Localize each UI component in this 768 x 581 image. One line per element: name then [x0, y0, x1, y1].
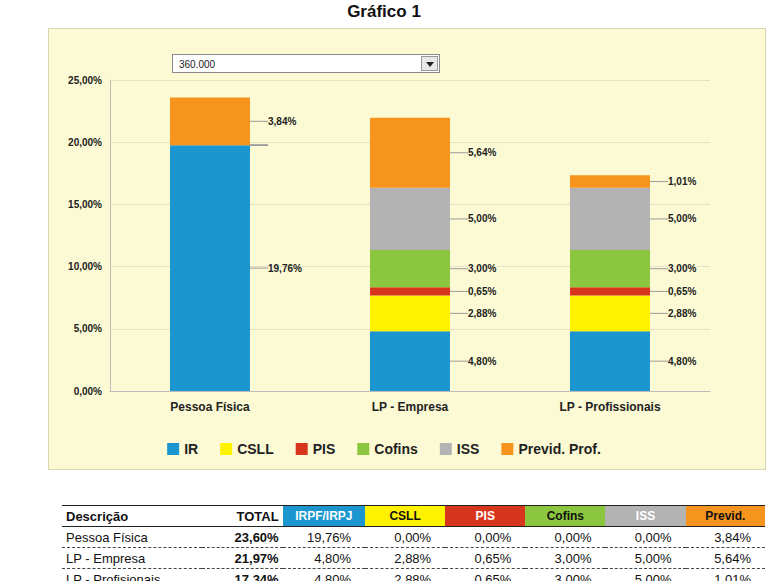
- svg-text:0,00%: 0,00%: [74, 386, 102, 397]
- svg-text:3,00%: 3,00%: [668, 263, 696, 274]
- html-text:ISS: ISS: [635, 509, 656, 523]
- svg-text:3,00%: 3,00%: [468, 263, 496, 274]
- svg-text:Pessoa Física: Pessoa Física: [170, 400, 250, 414]
- svg-text:4,80%: 4,80%: [468, 356, 496, 367]
- svg-text:20,00%: 20,00%: [68, 137, 102, 148]
- svg-text:IR: IR: [184, 441, 198, 457]
- html-text:0,00%: 0,00%: [634, 529, 672, 545]
- html-text:360.000: 360.000: [179, 59, 216, 70]
- svg-text:10,00%: 10,00%: [68, 261, 102, 272]
- svg-text:3,84%: 3,84%: [268, 116, 296, 127]
- svg-text:Cofins: Cofins: [374, 441, 418, 457]
- html-text:Gráfico 1: Gráfico 1: [347, 2, 421, 21]
- html-text:0,00%: 0,00%: [394, 529, 432, 545]
- html-text:19,76%: 19,76%: [306, 529, 351, 545]
- html-text:21,97%: 21,97%: [234, 550, 279, 566]
- html-text:IRPF/IRPJ: IRPF/IRPJ: [295, 509, 353, 523]
- html-text:0,00%: 0,00%: [554, 529, 592, 545]
- html-text:TOTAL: TOTAL: [236, 508, 279, 524]
- html-text:Previd.: Previd.: [705, 509, 746, 523]
- svg-text:1,01%: 1,01%: [668, 176, 696, 187]
- html-text:CSLL: CSLL: [389, 509, 421, 523]
- svg-text:5,00%: 5,00%: [668, 213, 696, 224]
- svg-text:0,65%: 0,65%: [668, 286, 696, 297]
- svg-text:2,88%: 2,88%: [668, 308, 696, 319]
- svg-text:2,88%: 2,88%: [468, 308, 496, 319]
- html-text:0,00%: 0,00%: [474, 529, 512, 545]
- svg-text:ISS: ISS: [457, 441, 480, 457]
- svg-text:Previd. Prof.: Previd. Prof.: [518, 441, 600, 457]
- svg-text:4,80%: 4,80%: [668, 356, 696, 367]
- svg-text:PIS: PIS: [313, 441, 336, 457]
- html-text:5,00%: 5,00%: [634, 550, 672, 566]
- html-text:5,64%: 5,64%: [714, 550, 751, 566]
- html-text:Cofins: Cofins: [546, 509, 584, 523]
- html-text:4,80%: 4,80%: [314, 550, 351, 566]
- svg-text:15,00%: 15,00%: [68, 199, 102, 210]
- svg-text:0,65%: 0,65%: [468, 286, 496, 297]
- svg-text:5,00%: 5,00%: [74, 323, 102, 334]
- html-text:3,00%: 3,00%: [554, 550, 592, 566]
- svg-text:5,00%: 5,00%: [468, 213, 496, 224]
- svg-text:LP - Profissionais: LP - Profissionais: [559, 400, 660, 414]
- html-text:3,84%: 3,84%: [714, 529, 751, 545]
- svg-text:25,00%: 25,00%: [68, 75, 102, 86]
- html-text:0,65%: 0,65%: [474, 550, 512, 566]
- html-text:Pessoa Física: Pessoa Física: [66, 529, 148, 545]
- svg-text:CSLL: CSLL: [237, 441, 274, 457]
- svg-text:19,76%: 19,76%: [268, 263, 302, 274]
- svg-text:LP - Empresa: LP - Empresa: [372, 400, 449, 414]
- html-text:LP - Empresa: LP - Empresa: [66, 550, 146, 566]
- html-text:PIS: PIS: [475, 509, 495, 523]
- html-text:23,60%: 23,60%: [234, 529, 279, 545]
- svg-text:5,64%: 5,64%: [468, 147, 496, 158]
- html-text:Descrição: Descrição: [66, 508, 129, 524]
- html-text:2,88%: 2,88%: [394, 550, 432, 566]
